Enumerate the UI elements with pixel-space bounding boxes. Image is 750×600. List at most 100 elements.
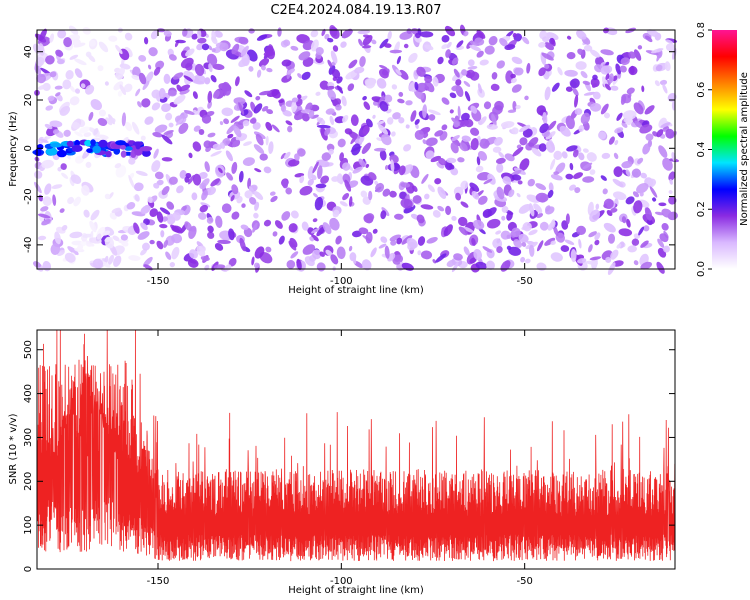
spectrogram-cell (522, 222, 532, 232)
spectrogram-cell (339, 152, 344, 162)
spectrogram-cell (610, 85, 619, 91)
spectrogram-cell (359, 56, 366, 67)
spectrogram-cell (605, 256, 612, 263)
spectrogram-cell (172, 72, 184, 80)
spectrogram-cell (420, 250, 433, 260)
spectrogram-cell (223, 118, 230, 125)
spectrogram-cell (315, 183, 327, 189)
spectrogram-cell (200, 202, 211, 208)
spectrogram-cell (281, 59, 292, 67)
spectrogram-cell (502, 176, 512, 185)
spectrogram-cell (477, 83, 483, 94)
spectrogram-cell (645, 133, 654, 141)
colorbar-ticks: 0.0 0.2 0.4 0.6 0.8 (696, 22, 712, 277)
spectrogram-cell (169, 261, 175, 268)
spectrogram-cell (492, 238, 503, 249)
spectrogram-cell (291, 97, 299, 103)
spectrogram-cell (348, 59, 358, 69)
spectrogram-cell (595, 203, 600, 210)
spectrogram-cell (400, 182, 411, 188)
spectrogram-cell (253, 190, 264, 201)
spectrogram-cell (47, 95, 55, 102)
spectrogram-cell (566, 51, 576, 60)
spectrogram-cell (248, 66, 254, 72)
spectrogram-cell (569, 162, 574, 171)
spectrogram-cell (67, 196, 75, 205)
spectrogram-cell (501, 215, 506, 221)
spectrogram-cell (240, 45, 249, 57)
spectrogram-cell (249, 118, 257, 124)
spectrogram-cell (511, 174, 522, 181)
snr-ytick-label: 200 (23, 472, 34, 491)
spectrogram-cell (446, 259, 456, 268)
snr-ytick-label: 500 (23, 340, 34, 359)
spectrogram-cell (380, 236, 388, 244)
snr-ytick-label: 0 (23, 566, 34, 572)
spectrogram-cell (175, 39, 186, 44)
spectrogram-ytick-label: -40 (23, 237, 34, 253)
spectrogram-cell (389, 49, 402, 54)
spectrogram-cell (75, 155, 85, 164)
spectrogram-cell (259, 90, 272, 96)
spectrogram-cell (441, 34, 450, 43)
spectrogram-cell (192, 173, 202, 186)
spectrogram-cell (460, 180, 469, 190)
spectrogram-cell (432, 210, 441, 218)
spectrogram-cell (69, 231, 83, 239)
spectrogram-cell (156, 179, 164, 186)
spectrogram-cell (578, 152, 585, 161)
spectrogram-cell (358, 38, 363, 47)
spectrogram-cell (459, 119, 470, 127)
spectrogram-cell (161, 216, 168, 222)
spectrogram-cell (207, 90, 213, 103)
signal-cell (86, 148, 93, 154)
spectrogram-cell (102, 230, 111, 236)
spectrogram-ticks: -150 -100 -50 -40 -20 0 20 40 (23, 30, 675, 287)
spectrogram-cell (370, 247, 377, 258)
spectrogram-cell (583, 44, 593, 52)
spectrogram-cell (392, 112, 401, 120)
spectrogram-cell (379, 64, 388, 70)
spectrogram-cell (253, 212, 259, 219)
spectrogram-cell (639, 191, 644, 197)
spectrogram-cell (253, 103, 263, 114)
spectrogram-cell (254, 201, 260, 211)
spectrogram-cell (456, 40, 464, 48)
spectrogram-cell (414, 130, 425, 140)
spectrogram-cell (566, 145, 578, 152)
spectrogram-cell (231, 211, 240, 220)
spectrogram-cell (398, 165, 406, 176)
spectrogram-cell (656, 129, 664, 138)
spectrogram-cell (574, 94, 579, 108)
spectrogram-cell (358, 135, 365, 144)
spectrogram-cell (201, 43, 210, 51)
spectrogram-cell (52, 129, 60, 135)
spectrogram-cell (288, 240, 297, 251)
spectrogram-cell (422, 104, 428, 119)
spectrogram-cell (207, 225, 214, 233)
colorbar-tick-label: 0.2 (696, 201, 707, 217)
spectrogram-cell (585, 260, 598, 265)
spectrogram-cell (214, 242, 224, 251)
spectrogram-cell (602, 188, 608, 195)
spectrogram-cell (327, 59, 333, 68)
spectrogram-cell (486, 260, 495, 270)
spectrogram-cell (171, 233, 183, 244)
spectrogram-cell (427, 184, 435, 193)
spectrogram-cell (567, 35, 572, 40)
spectrogram-cell (188, 152, 193, 159)
spectrogram-cell (251, 256, 255, 266)
spectrogram-cell (265, 45, 276, 60)
spectrogram-cell (339, 201, 348, 207)
spectrogram-cell (514, 67, 524, 76)
spectrogram-cell (528, 244, 535, 257)
spectrogram-cell (126, 202, 136, 210)
spectrogram-ylabel: Frequency (Hz) (8, 111, 19, 187)
spectrogram-cell (52, 194, 57, 206)
spectrogram-cell (197, 212, 207, 220)
spectrogram-cell (479, 59, 489, 66)
spectrogram-cell (646, 29, 660, 38)
spectrogram-cell (501, 205, 509, 213)
spectrogram-cell (589, 209, 601, 223)
spectrogram-cell (219, 42, 229, 52)
